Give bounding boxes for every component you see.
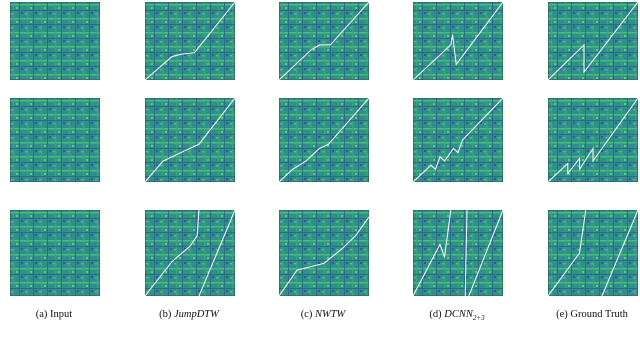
similarity-matrix	[413, 2, 503, 80]
alignment-path	[548, 98, 638, 182]
similarity-matrix	[548, 2, 638, 80]
alignment-path	[413, 210, 452, 296]
heatmap	[145, 98, 235, 182]
alignment-path	[198, 210, 235, 296]
similarity-matrix	[548, 98, 638, 182]
heatmap	[10, 98, 100, 182]
similarity-matrix	[279, 210, 369, 296]
heatmap	[145, 210, 235, 296]
alignment-path	[548, 210, 587, 296]
alignment-path	[548, 2, 638, 80]
heatmap	[279, 210, 369, 296]
similarity-matrix	[145, 210, 235, 296]
caption: (b) JumpDTW	[159, 309, 219, 320]
heatmap	[10, 2, 100, 80]
similarity-matrix	[10, 210, 100, 296]
similarity-matrix	[145, 2, 235, 80]
similarity-matrix	[145, 98, 235, 182]
similarity-matrix	[279, 98, 369, 182]
alignment-path	[279, 216, 369, 296]
similarity-matrix	[10, 98, 100, 182]
similarity-matrix	[10, 2, 100, 80]
similarity-matrix	[548, 210, 638, 296]
caption: (d) DCNN2+3	[429, 309, 485, 323]
heatmap	[548, 2, 638, 80]
caption: (a) Input	[35, 309, 73, 320]
alignment-path	[145, 98, 235, 182]
heatmap	[279, 2, 369, 80]
alignment-path	[145, 210, 200, 296]
alignment-path	[468, 210, 503, 296]
heatmap	[10, 210, 100, 296]
alignment-path	[413, 98, 503, 182]
caption: (e) Ground Truth	[556, 309, 628, 320]
heatmap	[413, 2, 503, 80]
alignment-path	[601, 210, 638, 296]
caption: (c) NWTW	[300, 309, 346, 320]
alignment-path	[413, 2, 503, 80]
similarity-matrix	[279, 2, 369, 80]
alignment-path	[145, 2, 235, 80]
heatmap	[413, 210, 503, 296]
heatmap	[548, 210, 638, 296]
similarity-matrix	[413, 210, 503, 296]
alignment-path	[279, 98, 369, 182]
similarity-matrix	[413, 98, 503, 182]
alignment-path	[464, 210, 468, 296]
alignment-path	[279, 2, 369, 80]
